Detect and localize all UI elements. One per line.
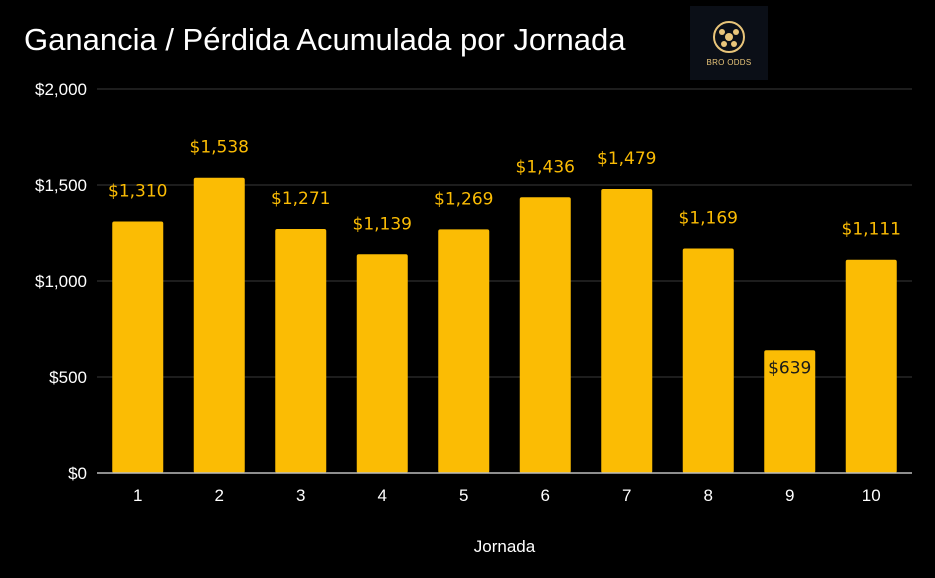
x-tick-label: 3 xyxy=(296,486,305,505)
ball-icon xyxy=(713,20,745,53)
data-label: $1,269 xyxy=(434,189,493,209)
x-tick-label: 2 xyxy=(215,486,224,505)
data-label: $1,538 xyxy=(190,138,249,158)
x-tick-label: 8 xyxy=(704,486,713,505)
bar xyxy=(275,228,327,473)
bar xyxy=(112,221,164,473)
x-tick-label: 4 xyxy=(378,486,387,505)
x-tick-label: 7 xyxy=(622,486,631,505)
bar xyxy=(438,229,490,473)
chart-title: Ganancia / Pérdida Acumulada por Jornada xyxy=(24,22,626,57)
bar xyxy=(519,197,571,473)
data-label: $1,436 xyxy=(516,157,575,177)
y-tick-label: $500 xyxy=(49,368,87,387)
y-tick-label: $1,000 xyxy=(35,272,87,291)
bar xyxy=(682,248,734,473)
x-tick-label: 9 xyxy=(785,486,794,505)
bar xyxy=(193,177,245,474)
data-label: $1,271 xyxy=(271,189,330,209)
y-tick-label: $1,500 xyxy=(35,176,87,195)
x-axis-ticks: 1 2 3 4 5 6 7 8 9 10 xyxy=(133,486,881,505)
bar xyxy=(356,254,408,473)
data-label: $1,139 xyxy=(353,214,412,234)
data-labels: $1,310 $1,538 $1,271 $1,139 $1,269 $1,436 $1,4… xyxy=(108,138,901,379)
data-label: $1,169 xyxy=(679,209,738,229)
y-tick-label: $0 xyxy=(68,464,87,483)
bar xyxy=(601,189,653,474)
data-label: $1,111 xyxy=(842,220,901,240)
y-tick-label: $2,000 xyxy=(35,80,87,99)
y-axis-ticks: $0 $500 $1,000 $1,500 $2,000 xyxy=(35,80,87,483)
x-tick-label: 6 xyxy=(541,486,550,505)
logo-text: BRO ODDS xyxy=(706,57,752,67)
bars xyxy=(112,177,897,474)
x-tick-label: 1 xyxy=(133,486,142,505)
bar xyxy=(764,350,816,473)
logo: BRO ODDS xyxy=(690,6,768,80)
x-axis-label: Jornada xyxy=(474,537,536,556)
data-label: $1,479 xyxy=(597,149,656,169)
data-label: $639 xyxy=(768,358,811,378)
x-tick-label: 10 xyxy=(862,486,881,505)
data-label: $1,310 xyxy=(108,181,167,201)
x-tick-label: 5 xyxy=(459,486,468,505)
bar xyxy=(845,259,897,473)
